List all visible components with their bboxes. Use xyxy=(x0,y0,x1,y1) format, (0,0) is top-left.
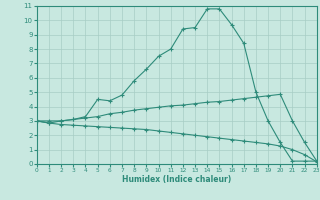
X-axis label: Humidex (Indice chaleur): Humidex (Indice chaleur) xyxy=(122,175,231,184)
